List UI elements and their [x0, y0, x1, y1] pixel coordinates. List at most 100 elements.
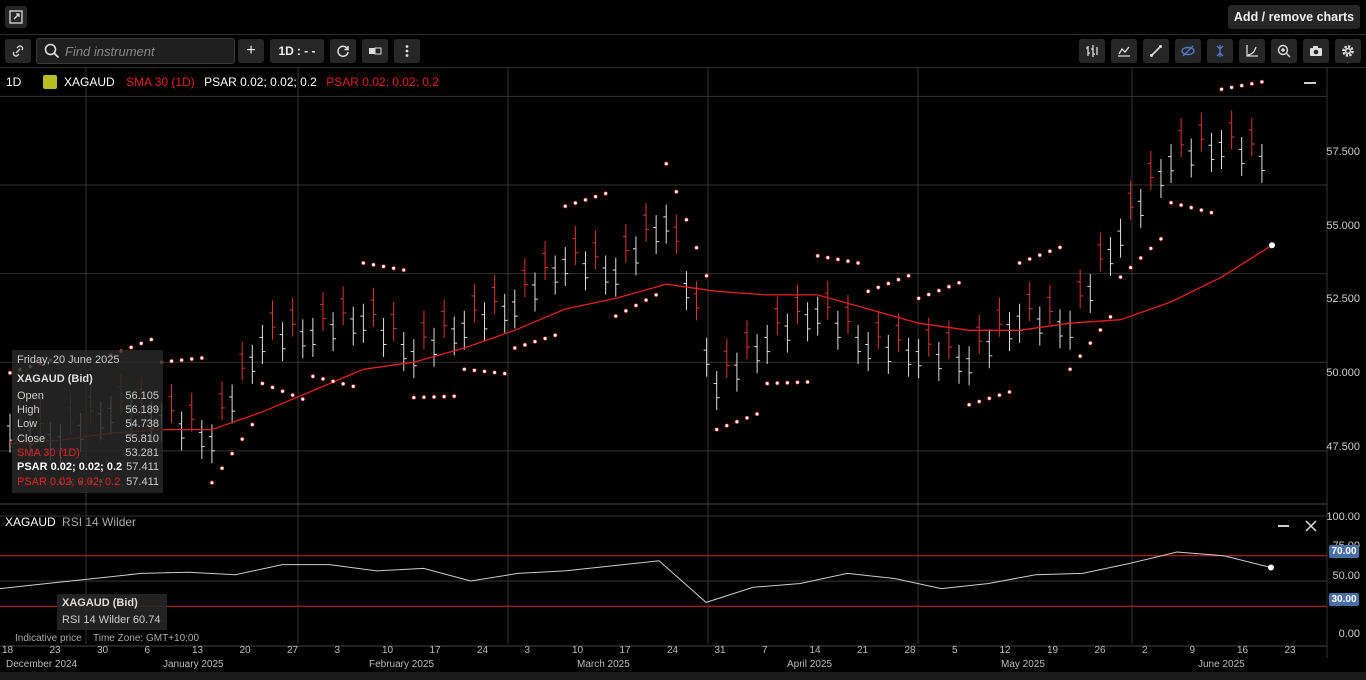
compare-button[interactable]: [362, 39, 388, 63]
psar-dot: [199, 355, 204, 361]
psar2-label: PSAR 0.02; 0.02; 0.2: [17, 476, 121, 488]
price-tick: 47.500: [1326, 441, 1360, 453]
search-box[interactable]: Find instrument: [36, 38, 235, 64]
psar-dot: [946, 284, 952, 289]
psar-dot: [1219, 87, 1224, 92]
psar-dot: [189, 356, 194, 362]
rsi-tick: 0.00: [1338, 628, 1360, 640]
symbol-badge-icon: [42, 75, 57, 89]
rsi-tooltip-value: RSI 14 Wilder 60.74: [62, 614, 161, 626]
psar-dot: [664, 161, 669, 166]
more-vertical-icon: [405, 45, 409, 57]
psar-dot: [1158, 236, 1164, 241]
gear-icon: [1342, 45, 1354, 57]
search-icon: [44, 43, 60, 59]
psar-dot: [1007, 389, 1012, 395]
psar-dot: [845, 259, 851, 264]
add-remove-charts-button[interactable]: Add / remove charts: [1228, 5, 1360, 29]
psar-dot: [1249, 81, 1254, 86]
time-tick-month: March 2025: [577, 659, 630, 670]
psar-dot: [573, 200, 578, 206]
psar-dot: [1179, 203, 1184, 208]
legend-psar-red[interactable]: PSAR 0.02; 0.02; 0.2: [326, 75, 439, 89]
psar-dot: [421, 395, 427, 400]
draw-tools-button[interactable]: [1143, 39, 1169, 63]
psar-dot: [532, 339, 538, 344]
time-axis: 18 23 30 6 13 20 27 3 10 17 24 3 10 17 24 31 7 14 21 28 5 12 1…: [0, 645, 1327, 672]
psar-dot: [633, 303, 639, 308]
sma-line: [9, 244, 1273, 445]
interval-dashes: : - -: [296, 44, 316, 58]
psar-dot: [674, 189, 679, 194]
psar-dot: [310, 374, 315, 379]
psar-dot: [553, 333, 558, 338]
hide-drawings-button[interactable]: [1175, 39, 1201, 63]
psar-dot: [876, 285, 881, 290]
minimize-pane-button[interactable]: [1304, 82, 1316, 84]
add-button[interactable]: +: [238, 39, 264, 63]
psar-dot: [341, 381, 346, 386]
psar-dot: [391, 266, 396, 271]
time-tick-month: December 2024: [6, 659, 78, 670]
high-value: 56.189: [125, 404, 159, 416]
time-tick-day: 21: [857, 645, 869, 656]
time-tick-day: 26: [1094, 645, 1106, 656]
psar-dot: [1118, 275, 1123, 280]
psar-dot: [724, 423, 729, 428]
price-chart[interactable]: [0, 68, 1366, 672]
rsi-title: XAGAUD RSI 14 Wilder: [5, 515, 136, 529]
price-bars: [7, 79, 1275, 485]
psar-dot: [492, 370, 497, 375]
rsi-lines: [0, 551, 1327, 607]
search-input[interactable]: Find instrument: [65, 44, 155, 59]
camera-icon: [1310, 46, 1322, 56]
rsi-tick: 50.00: [1332, 570, 1360, 582]
popout-icon: [9, 10, 23, 24]
chart-type-button[interactable]: [1079, 39, 1105, 63]
time-tick-day: 30: [97, 645, 109, 656]
low-value: 54.738: [125, 418, 159, 430]
price-tick: 57.500: [1326, 146, 1360, 158]
rsi-minimize-button[interactable]: [1278, 525, 1289, 527]
crosshair-button[interactable]: [1207, 39, 1233, 63]
sma-value: 53.281: [125, 447, 159, 459]
psar-dot: [462, 367, 467, 372]
psar-dot: [886, 281, 891, 286]
psar-dot: [179, 357, 184, 363]
legend-sma[interactable]: SMA 30 (1D): [126, 75, 195, 89]
settings-button[interactable]: [1335, 39, 1361, 63]
psar-dot: [431, 394, 437, 400]
time-tick-day: 23: [1284, 645, 1296, 656]
scale-button[interactable]: [1239, 39, 1265, 63]
time-tick-day: 6: [144, 645, 151, 656]
refresh-button[interactable]: [330, 39, 356, 63]
rsi-last-dot: [1268, 564, 1274, 571]
psar-dot: [765, 381, 770, 386]
psar-dot: [785, 380, 790, 385]
psar-dot: [603, 191, 608, 196]
popout-button[interactable]: [5, 6, 27, 28]
link-button[interactable]: [5, 39, 31, 63]
zoom-button[interactable]: [1271, 39, 1297, 63]
psar-dot: [139, 341, 144, 346]
psar-dot: [1239, 83, 1244, 88]
psar-dot: [250, 422, 255, 427]
psar-dot: [472, 368, 477, 373]
time-tick-day: 13: [192, 645, 204, 656]
legend-psar-white[interactable]: PSAR 0.02; 0.02; 0.2: [204, 75, 317, 89]
more-button[interactable]: [394, 39, 420, 63]
high-label: High: [17, 404, 40, 416]
rsi-line: [0, 551, 1272, 603]
rsi-tick: 100.00: [1326, 511, 1360, 523]
close-icon[interactable]: [1305, 520, 1317, 532]
psar-dot: [1128, 265, 1133, 270]
indicators-button[interactable]: [1111, 39, 1137, 63]
psar-dot: [361, 260, 366, 266]
snapshot-button[interactable]: [1303, 39, 1329, 63]
rsi-tooltip-symbol: XAGAUD (Bid): [62, 597, 138, 609]
psar-dot: [351, 384, 356, 389]
close-value: 55.810: [125, 433, 159, 445]
interval-select[interactable]: 1D: - -: [270, 39, 324, 63]
indicator-icon: [1118, 46, 1130, 57]
legend-symbol[interactable]: XAGAUD: [64, 75, 115, 89]
